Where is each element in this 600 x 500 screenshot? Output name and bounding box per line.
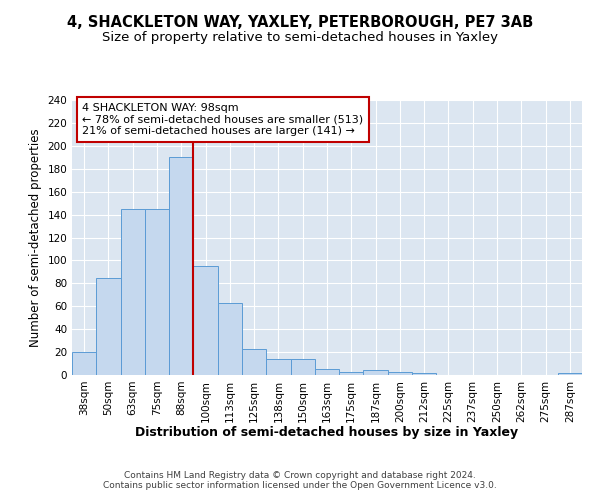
Bar <box>290 359 315 375</box>
Bar <box>266 359 290 375</box>
Bar <box>558 372 582 375</box>
Text: Contains HM Land Registry data © Crown copyright and database right 2024.
Contai: Contains HM Land Registry data © Crown c… <box>103 470 497 490</box>
Text: 4 SHACKLETON WAY: 98sqm
← 78% of semi-detached houses are smaller (513)
21% of s: 4 SHACKLETON WAY: 98sqm ← 78% of semi-de… <box>82 103 364 136</box>
Bar <box>121 209 145 375</box>
Bar <box>412 372 436 375</box>
Bar <box>388 372 412 375</box>
Text: Distribution of semi-detached houses by size in Yaxley: Distribution of semi-detached houses by … <box>136 426 518 439</box>
Text: 4, SHACKLETON WAY, YAXLEY, PETERBOROUGH, PE7 3AB: 4, SHACKLETON WAY, YAXLEY, PETERBOROUGH,… <box>67 15 533 30</box>
Bar <box>145 209 169 375</box>
Bar <box>72 352 96 375</box>
Bar <box>364 370 388 375</box>
Bar <box>96 278 121 375</box>
Bar <box>193 266 218 375</box>
Text: Size of property relative to semi-detached houses in Yaxley: Size of property relative to semi-detach… <box>102 31 498 44</box>
Bar <box>218 303 242 375</box>
Y-axis label: Number of semi-detached properties: Number of semi-detached properties <box>29 128 42 347</box>
Bar <box>315 370 339 375</box>
Bar <box>339 372 364 375</box>
Bar <box>169 158 193 375</box>
Bar <box>242 348 266 375</box>
